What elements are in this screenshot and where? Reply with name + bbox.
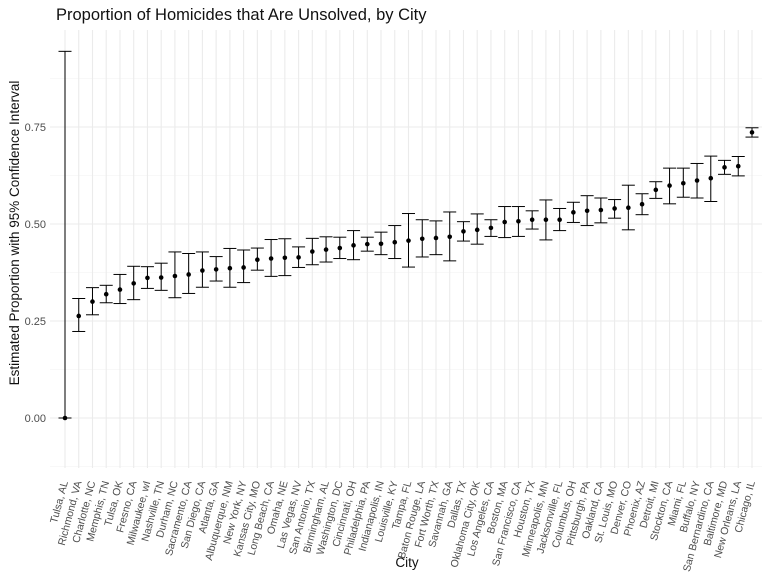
- data-point: [612, 206, 617, 211]
- y-tick-label: 0.50: [25, 219, 46, 231]
- data-point: [708, 175, 714, 181]
- data-point: [117, 287, 123, 292]
- data-point: [378, 241, 384, 247]
- data-point: [474, 227, 480, 233]
- chart-title: Proportion of Homicides that Are Unsolve…: [56, 6, 427, 24]
- data-point: [529, 217, 535, 223]
- data-point: [433, 235, 439, 241]
- data-point: [639, 201, 645, 207]
- data-point: [584, 208, 590, 214]
- point-layer: [62, 130, 755, 421]
- data-point: [351, 243, 356, 248]
- data-point: [502, 219, 507, 225]
- data-point: [722, 165, 727, 170]
- y-axis-title: Estimated Proportion with 95% Confidence…: [7, 81, 22, 386]
- data-point: [488, 225, 494, 231]
- data-point: [296, 255, 301, 260]
- data-point: [282, 255, 288, 261]
- data-point: [213, 267, 219, 272]
- data-point: [310, 249, 315, 254]
- grid-layer: [50, 30, 762, 468]
- data-point: [626, 205, 631, 211]
- data-point: [76, 313, 82, 319]
- data-point: [406, 238, 411, 243]
- x-axis-title: City: [395, 555, 418, 570]
- data-point: [62, 415, 68, 421]
- y-tick-label: 0.25: [25, 316, 46, 328]
- data-point: [598, 207, 604, 213]
- data-point: [90, 299, 95, 304]
- y-tick-label: 0.75: [25, 122, 46, 134]
- data-point: [543, 217, 549, 223]
- data-point: [227, 265, 233, 271]
- data-point: [323, 247, 329, 252]
- data-point: [735, 163, 741, 169]
- data-point: [241, 265, 246, 270]
- data-point: [461, 229, 466, 234]
- data-point: [447, 234, 453, 240]
- data-point: [681, 180, 686, 186]
- data-point: [158, 275, 164, 280]
- data-point: [364, 241, 370, 247]
- data-point: [653, 187, 659, 193]
- data-point: [337, 245, 343, 251]
- data-point: [172, 273, 178, 279]
- data-point: [200, 268, 205, 273]
- data-point: [131, 281, 136, 286]
- data-point: [667, 183, 672, 188]
- data-point: [694, 178, 700, 183]
- y-tick-labels: 0.00 0.25 0.50 0.75: [25, 122, 46, 425]
- data-point: [419, 236, 425, 242]
- data-point: [103, 291, 109, 297]
- y-tick-label: 0.00: [25, 413, 46, 425]
- errorbar: [58, 50, 72, 419]
- data-point: [186, 272, 191, 277]
- data-point: [516, 218, 521, 224]
- data-point: [255, 257, 260, 262]
- data-point: [749, 130, 755, 135]
- data-point: [268, 256, 274, 261]
- data-point: [557, 217, 562, 223]
- data-point: [145, 275, 150, 281]
- data-point: [571, 210, 576, 215]
- data-point: [392, 239, 398, 245]
